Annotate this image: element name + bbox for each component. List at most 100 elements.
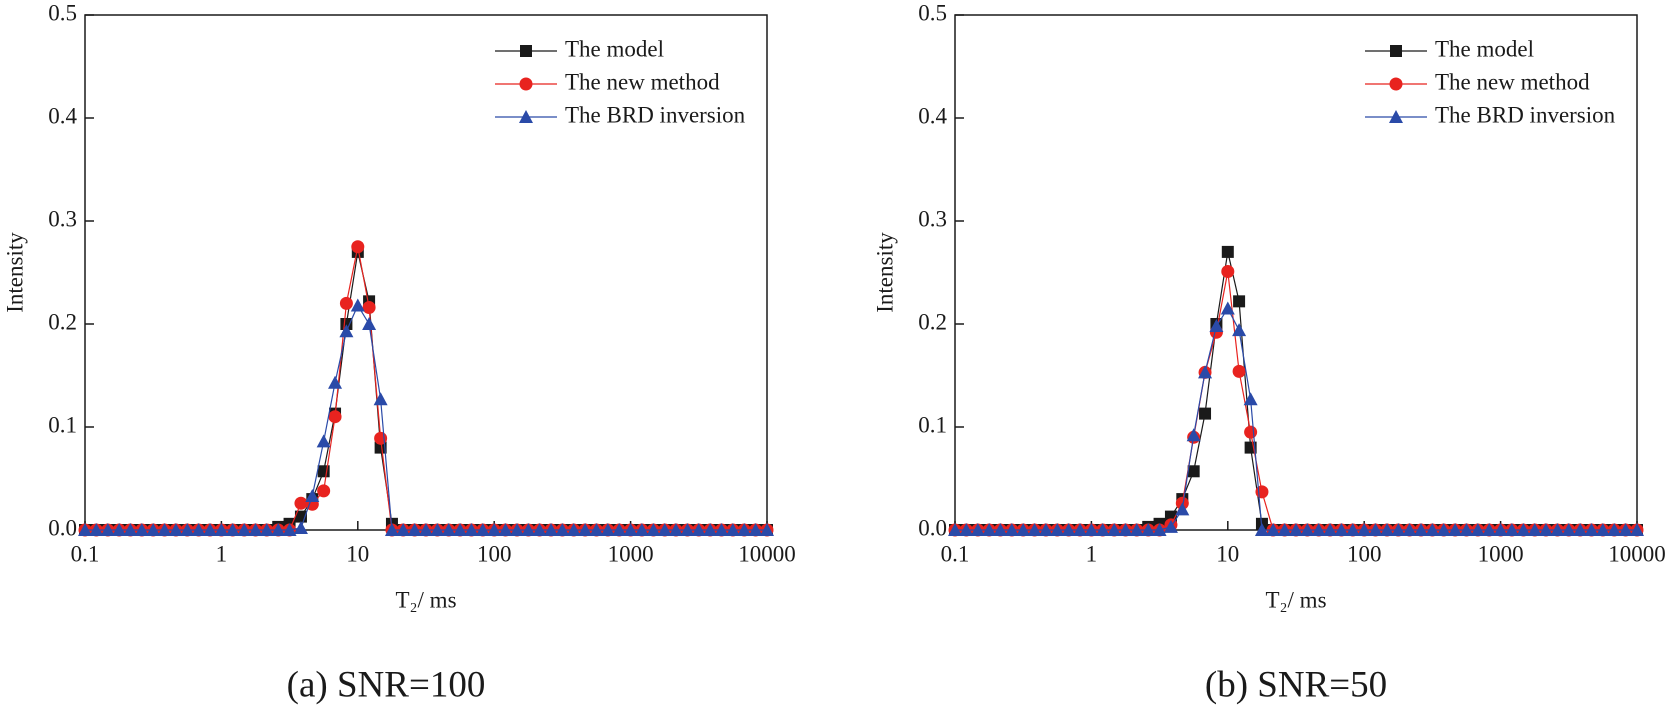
x-axis-label: T₂/ ms: [395, 587, 456, 612]
marker-triangle: [1504, 523, 1519, 536]
marker-triangle: [134, 523, 149, 536]
legend-label: The new method: [1435, 69, 1590, 94]
caption: (b) SNR=50: [1205, 664, 1387, 705]
marker-triangle: [993, 523, 1008, 536]
marker-triangle: [1095, 523, 1110, 536]
marker-triangle: [623, 523, 638, 536]
marker-triangle: [1209, 319, 1224, 333]
marker-triangle: [112, 523, 127, 536]
marker-triangle: [373, 392, 388, 406]
marker-triangle: [453, 523, 468, 536]
marker-triangle: [691, 523, 706, 536]
marker-triangle: [1288, 523, 1303, 536]
marker-triangle: [1129, 523, 1144, 536]
x-tick-label: 1000: [608, 541, 654, 566]
marker-triangle: [89, 523, 104, 536]
marker-triangle: [612, 523, 627, 536]
marker-triangle: [316, 434, 331, 448]
marker-triangle: [1425, 523, 1440, 536]
y-tick-label: 0.1: [918, 412, 947, 437]
marker-triangle: [191, 523, 206, 536]
marker-triangle: [384, 523, 399, 536]
marker-triangle: [970, 523, 985, 536]
x-tick-label: 100: [477, 541, 512, 566]
x-tick-label: 10000: [738, 541, 796, 566]
x-tick-label: 0.1: [941, 541, 970, 566]
marker-square: [520, 45, 532, 57]
marker-triangle: [1550, 523, 1565, 536]
marker-triangle: [634, 523, 649, 536]
marker-square: [374, 441, 387, 454]
marker-triangle: [407, 523, 422, 536]
marker-triangle: [714, 523, 729, 536]
marker-triangle: [1198, 365, 1213, 379]
marker-square: [340, 318, 353, 330]
y-tick-label: 0.2: [918, 309, 947, 334]
marker-triangle: [1391, 523, 1406, 536]
marker-triangle: [1027, 523, 1042, 536]
marker-triangle: [555, 523, 570, 536]
marker-triangle: [1527, 523, 1542, 536]
legend-label: The BRD inversion: [565, 102, 746, 127]
marker-triangle: [1538, 523, 1553, 536]
marker-circle: [339, 296, 353, 310]
marker-triangle: [225, 523, 240, 536]
marker-triangle: [1334, 523, 1349, 536]
y-tick-label: 0.5: [918, 0, 947, 25]
marker-triangle: [510, 523, 525, 536]
caption: (a) SNR=100: [287, 664, 486, 705]
marker-triangle: [1277, 523, 1292, 536]
marker-triangle: [566, 523, 581, 536]
marker-triangle: [328, 375, 343, 389]
marker-triangle: [589, 523, 604, 536]
marker-triangle: [441, 523, 456, 536]
marker-triangle: [1061, 523, 1076, 536]
y-tick-label: 0.0: [918, 515, 947, 540]
marker-circle: [1221, 264, 1235, 278]
legend-label: The BRD inversion: [1435, 102, 1616, 127]
marker-triangle: [1482, 523, 1497, 536]
marker-triangle: [1118, 523, 1133, 536]
marker-triangle: [430, 523, 445, 536]
marker-triangle: [180, 523, 195, 536]
series-line: [85, 246, 767, 531]
x-tick-label: 1: [1086, 541, 1098, 566]
x-tick-label: 0.1: [71, 541, 100, 566]
marker-circle: [328, 410, 342, 424]
marker-circle: [519, 77, 533, 91]
marker-square: [1187, 465, 1200, 478]
legend-label: The model: [565, 36, 664, 61]
y-tick-label: 0.4: [48, 103, 77, 128]
marker-triangle: [396, 523, 411, 536]
marker-triangle: [1220, 301, 1235, 315]
marker-triangle: [1389, 110, 1403, 123]
marker-triangle: [1436, 523, 1451, 536]
marker-circle: [1232, 364, 1246, 378]
series-line: [955, 251, 1637, 531]
marker-square: [1199, 407, 1212, 420]
marker-triangle: [646, 523, 661, 536]
y-tick-label: 0.5: [48, 0, 77, 25]
y-tick-label: 0.3: [48, 206, 77, 231]
marker-triangle: [600, 523, 615, 536]
x-tick-label: 100: [1347, 541, 1382, 566]
y-tick-label: 0.1: [48, 412, 77, 437]
marker-triangle: [1141, 523, 1156, 536]
marker-triangle: [1107, 523, 1122, 536]
marker-triangle: [1073, 523, 1088, 536]
marker-triangle: [982, 523, 997, 536]
marker-triangle: [237, 523, 252, 536]
marker-triangle: [203, 523, 218, 536]
marker-triangle: [1584, 523, 1599, 536]
marker-triangle: [259, 523, 274, 536]
marker-square: [1221, 245, 1234, 258]
marker-triangle: [146, 523, 161, 536]
x-tick-label: 1000: [1478, 541, 1524, 566]
x-tick-label: 10000: [1608, 541, 1666, 566]
marker-triangle: [1448, 523, 1463, 536]
marker-triangle: [1243, 392, 1258, 406]
marker-triangle: [948, 523, 962, 536]
marker-triangle: [1345, 523, 1360, 536]
marker-triangle: [157, 523, 172, 536]
marker-triangle: [1630, 523, 1644, 536]
